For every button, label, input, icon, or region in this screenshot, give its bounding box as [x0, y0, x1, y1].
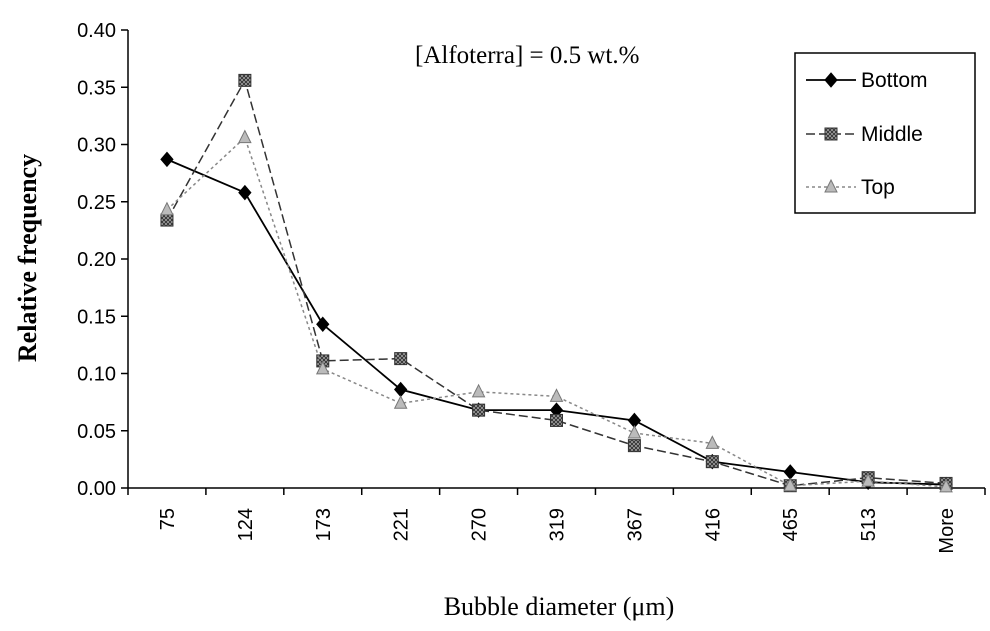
x-tick-label: 319: [547, 508, 569, 541]
data-point-top: [393, 395, 408, 409]
legend-marker-middle: [824, 127, 838, 141]
data-point-top: [315, 360, 330, 375]
data-point-top: [238, 129, 252, 144]
series-line-top: [166, 136, 947, 488]
y-tick-label: 0.10: [77, 364, 116, 386]
legend-label-middle: Middle: [861, 123, 923, 146]
y-tick-label: 0.15: [77, 306, 116, 328]
legend-label-bottom: Bottom: [861, 69, 928, 92]
data-point-middle: [394, 352, 408, 366]
plot-area: 0.00 0.05 0.10 0.15 0.20 0.25 0.30 0.35 0.40 75 1…: [77, 20, 986, 554]
data-point-middle: [705, 455, 719, 469]
data-point-middle: [472, 403, 486, 417]
annotation: [Alfoterra] = 0.5 wt.%: [415, 42, 639, 69]
data-point-top: [705, 435, 720, 449]
y-tick-label: 0.20: [77, 249, 116, 271]
series-layer: [160, 73, 953, 493]
y-ticks: 0.00 0.05 0.10 0.15 0.20 0.25 0.30 0.35 0.40: [77, 20, 128, 500]
data-point-middle: [550, 413, 563, 427]
x-tick-label: 173: [313, 508, 335, 541]
legend-label-top: Top: [861, 176, 895, 199]
data-point-bottom: [783, 464, 797, 480]
x-ticks: 75 124 173 221 270 319 367 416 465 513 More: [127, 488, 986, 554]
data-point-top: [549, 388, 564, 402]
data-point-top: [627, 424, 642, 439]
data-point-bottom: [316, 316, 330, 333]
series-top: [160, 129, 953, 493]
data-point-bottom: [394, 381, 408, 398]
data-point-top: [783, 477, 798, 492]
x-tick-label: 124: [235, 508, 257, 541]
x-tick-label: 75: [157, 508, 179, 530]
data-point-middle: [238, 73, 252, 87]
data-point-bottom: [160, 151, 174, 168]
legend-marker-bottom: [824, 72, 838, 88]
y-axis-title: Relative frequency: [13, 154, 42, 362]
data-point-top: [471, 383, 486, 398]
x-tick-label: 465: [780, 508, 802, 541]
data-point-top: [160, 201, 174, 216]
x-tick-label: More: [936, 508, 958, 554]
x-tick-label: 367: [624, 508, 646, 541]
y-tick-label: 0.40: [77, 20, 116, 42]
data-point-middle: [627, 439, 641, 453]
y-tick-label: 0.00: [77, 478, 116, 500]
data-point-top: [861, 473, 875, 487]
x-tick-label: 270: [469, 508, 491, 541]
legend-marker-top: [824, 178, 838, 193]
y-tick-label: 0.35: [77, 77, 116, 99]
x-axis-title: Bubble diameter (μm): [444, 592, 675, 621]
data-point-top: [939, 478, 953, 493]
x-tick-label: 513: [858, 508, 880, 541]
y-tick-label: 0.05: [77, 421, 116, 443]
x-tick-label: 416: [702, 508, 724, 541]
series-line-middle: [166, 78, 947, 487]
y-tick-label: 0.25: [77, 192, 116, 214]
data-point-middle: [160, 213, 174, 227]
data-point-bottom: [238, 184, 252, 201]
y-tick-label: 0.30: [77, 135, 116, 157]
x-tick-label: 221: [391, 508, 413, 541]
legend: Bottom Middle Top: [794, 52, 976, 214]
